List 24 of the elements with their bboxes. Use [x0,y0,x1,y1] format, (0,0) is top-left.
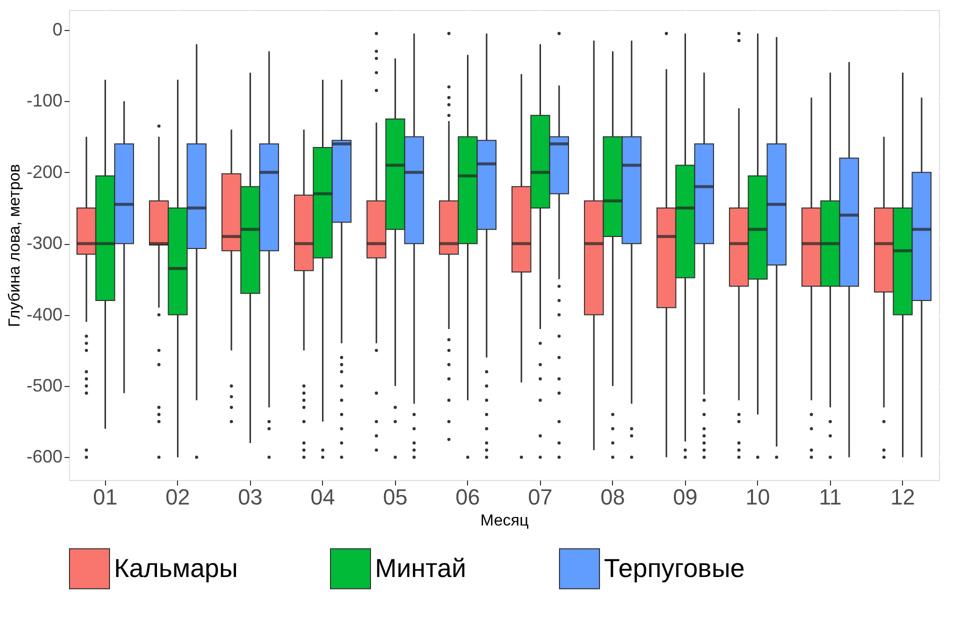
x-tick-label: 10 [746,484,770,510]
y-tick-label: -200 [26,162,62,182]
x-tick-label: 09 [673,484,698,510]
x-axis-title: Месяц [480,512,529,530]
x-tick-label: 12 [890,484,915,510]
legend-label: Минтай [375,552,466,583]
legend-label: Терпуговые [604,552,745,583]
y-tick-label: -500 [26,376,62,396]
x-tick-label: 07 [528,484,552,510]
y-tick-label: -300 [26,233,62,254]
x-tick-label: 06 [456,484,480,510]
x-tick-label: 02 [166,484,190,510]
x-tick-label: 11 [818,484,842,510]
legend-label: Кальмары [114,552,238,583]
y-tick-label: -600 [26,446,62,467]
x-tick-label: 08 [600,484,625,510]
y-tick-label: -100 [26,90,62,111]
y-axis-title: Глубина лова, метров [6,164,24,328]
x-tick-label: 03 [238,484,262,510]
y-tick-label: -400 [26,304,62,324]
y-tick-label: 0 [52,19,62,40]
x-tick-label: 05 [383,484,408,510]
x-tick-label: 04 [310,484,335,510]
x-tick-label: 01 [93,484,118,510]
